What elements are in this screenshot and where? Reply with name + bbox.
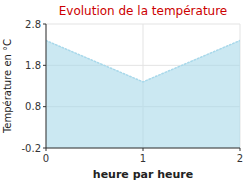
area <box>46 41 240 148</box>
y-tick-label: 1.8 <box>25 60 41 71</box>
x-tick <box>240 148 241 151</box>
y-tick-label: 0.8 <box>25 101 41 112</box>
y-tick-label: 2.8 <box>25 19 41 30</box>
x-tick-label: 1 <box>140 153 146 164</box>
x-tick <box>143 148 144 151</box>
y-tick <box>43 65 46 66</box>
x-tick-label: 0 <box>43 153 49 164</box>
grid-line-x <box>46 24 47 148</box>
chart-container: -0.2 0.8 1.8 2.8 0 1 2 heure par heure Températu… <box>0 0 250 188</box>
axes: -0.2 0.8 1.8 2.8 0 1 2 <box>21 19 243 165</box>
plot-area <box>46 41 240 148</box>
x-tick-label: 2 <box>237 153 243 164</box>
y-axis-line <box>46 24 47 148</box>
chart: -0.2 0.8 1.8 2.8 0 1 2 heure par heure Températu… <box>0 0 250 188</box>
y-axis-label: Température en °C <box>2 39 13 134</box>
y-tick-label: -0.2 <box>21 143 41 154</box>
line <box>46 41 240 82</box>
grid <box>46 24 240 148</box>
x-tick <box>46 148 47 151</box>
y-tick <box>43 106 46 107</box>
y-tick <box>43 24 46 25</box>
x-axis-label: heure par heure <box>93 168 193 181</box>
title: Evolution de la température <box>59 4 228 18</box>
